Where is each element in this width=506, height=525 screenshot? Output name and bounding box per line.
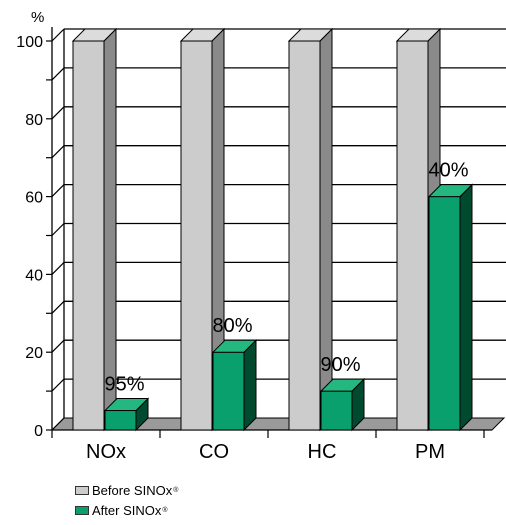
bar-after-hc-top (319, 378, 366, 392)
y-tick-label: 20 (25, 345, 43, 362)
y-tick-label: 100 (16, 34, 43, 51)
x-tick-label: NOx (86, 441, 126, 463)
y-tick-depth (51, 145, 65, 159)
y-tick-label: 60 (25, 190, 43, 207)
y-tick-depth (51, 67, 65, 81)
x-tick-label: HC (308, 441, 337, 463)
bar-after-co (212, 351, 245, 431)
y-tick-label: 80 (25, 112, 43, 129)
y-tick-depth (51, 184, 65, 198)
bar-before-hc (288, 40, 321, 431)
bar-after-pm-top (427, 184, 474, 198)
bar-before-co (180, 40, 213, 431)
bar-before-pm (396, 40, 429, 431)
data-label: 90% (320, 354, 360, 376)
legend-item-after: After SINOx ® (75, 503, 168, 518)
y-tick-label: 40 (25, 267, 43, 284)
y-tick-label: 0 (34, 423, 43, 440)
data-label: 40% (428, 160, 468, 182)
data-label: 95% (104, 374, 144, 396)
x-tick-label: PM (415, 441, 445, 463)
y-axis-unit: % (31, 9, 44, 26)
legend-mark-before: ® (173, 487, 179, 494)
y-tick-depth (51, 261, 65, 275)
y-tick-depth (51, 223, 65, 236)
bar-before-nox-top (71, 28, 118, 42)
y-tick-depth (51, 378, 65, 392)
y-tick-depth (51, 106, 65, 120)
bar-after-pm (428, 196, 461, 431)
legend-mark-after: ® (162, 507, 168, 514)
y-tick-depth (51, 28, 65, 42)
bar-before-nox (72, 40, 105, 431)
y-tick-depth (51, 417, 65, 431)
bar-after-nox (104, 410, 137, 431)
bar-after-co-side (243, 338, 257, 432)
bar-after-co-top (211, 339, 258, 353)
data-label: 80% (212, 315, 252, 337)
bar-after-pm-side (459, 183, 473, 432)
bar-before-co-top (179, 28, 226, 42)
y-tick-depth (51, 300, 65, 314)
bar-after-nox-top (103, 398, 150, 412)
bar-before-hc-top (287, 28, 334, 42)
bar-before-nox-side (103, 27, 117, 432)
legend-swatch-after (75, 506, 89, 515)
bar-after-hc (320, 390, 353, 431)
legend-label-before: Before SINOx (92, 483, 173, 498)
y-tick-depth (51, 339, 65, 353)
x-tick-label: CO (199, 441, 229, 463)
legend-swatch-before (75, 486, 89, 495)
legend-item-before: Before SINOx ® (75, 483, 178, 498)
legend-label-after: After SINOx (92, 503, 162, 518)
bar-chart: 0 20 40 60 80 100% NOx 95% CO 80% HC 90% PM 40% (16, 9, 506, 463)
bar-before-pm-top (395, 28, 442, 42)
